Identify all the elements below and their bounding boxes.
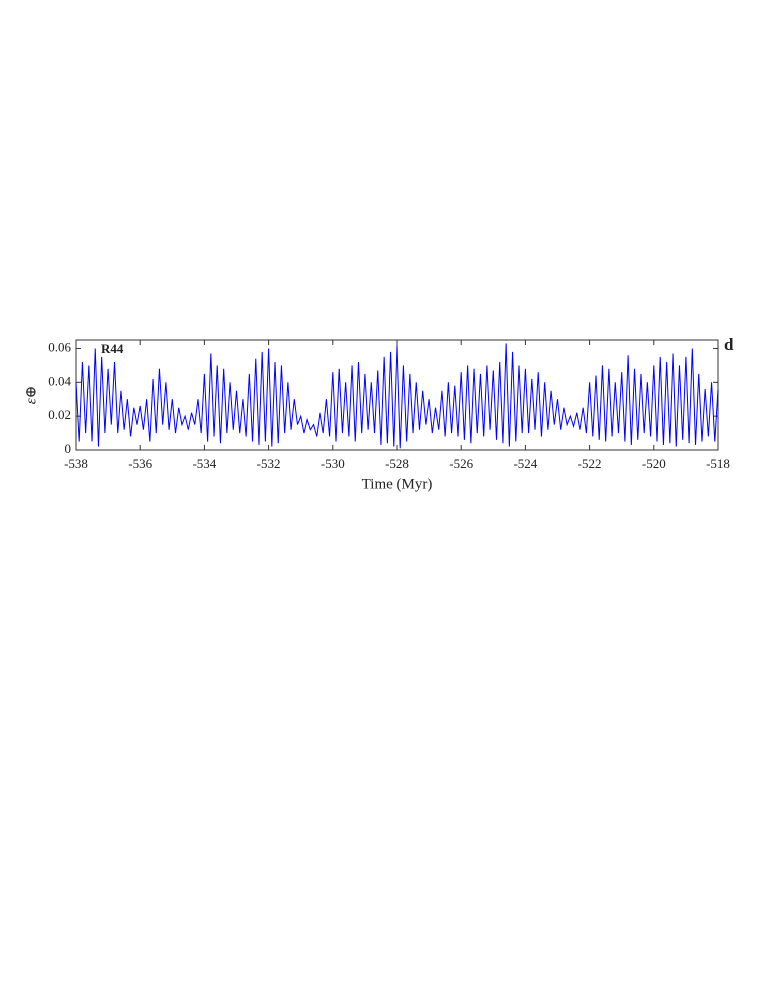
x-axis-label: Time (Myr) [362, 476, 433, 492]
y-axis-label: ε⊕ [23, 386, 39, 404]
x-tick-label: -530 [321, 456, 345, 471]
y-tick-label: 0.06 [48, 339, 71, 354]
y-tick-label: 0.02 [48, 407, 71, 422]
x-tick-label: -528 [385, 456, 409, 471]
y-tick-label: 0 [65, 441, 72, 456]
x-tick-label: -526 [449, 456, 473, 471]
x-tick-label: -518 [706, 456, 730, 471]
x-tick-label: -534 [192, 456, 216, 471]
x-tick-label: -536 [128, 456, 152, 471]
x-tick-label: -538 [64, 456, 88, 471]
x-tick-label: -520 [642, 456, 666, 471]
panel-label: R44 [101, 341, 124, 356]
x-tick-label: -522 [578, 456, 602, 471]
y-tick-label: 0.04 [48, 373, 71, 388]
data-line [75, 343, 719, 449]
x-tick-label: -524 [513, 456, 537, 471]
panel-letter: d [724, 335, 734, 354]
x-tick-label: -532 [257, 456, 281, 471]
